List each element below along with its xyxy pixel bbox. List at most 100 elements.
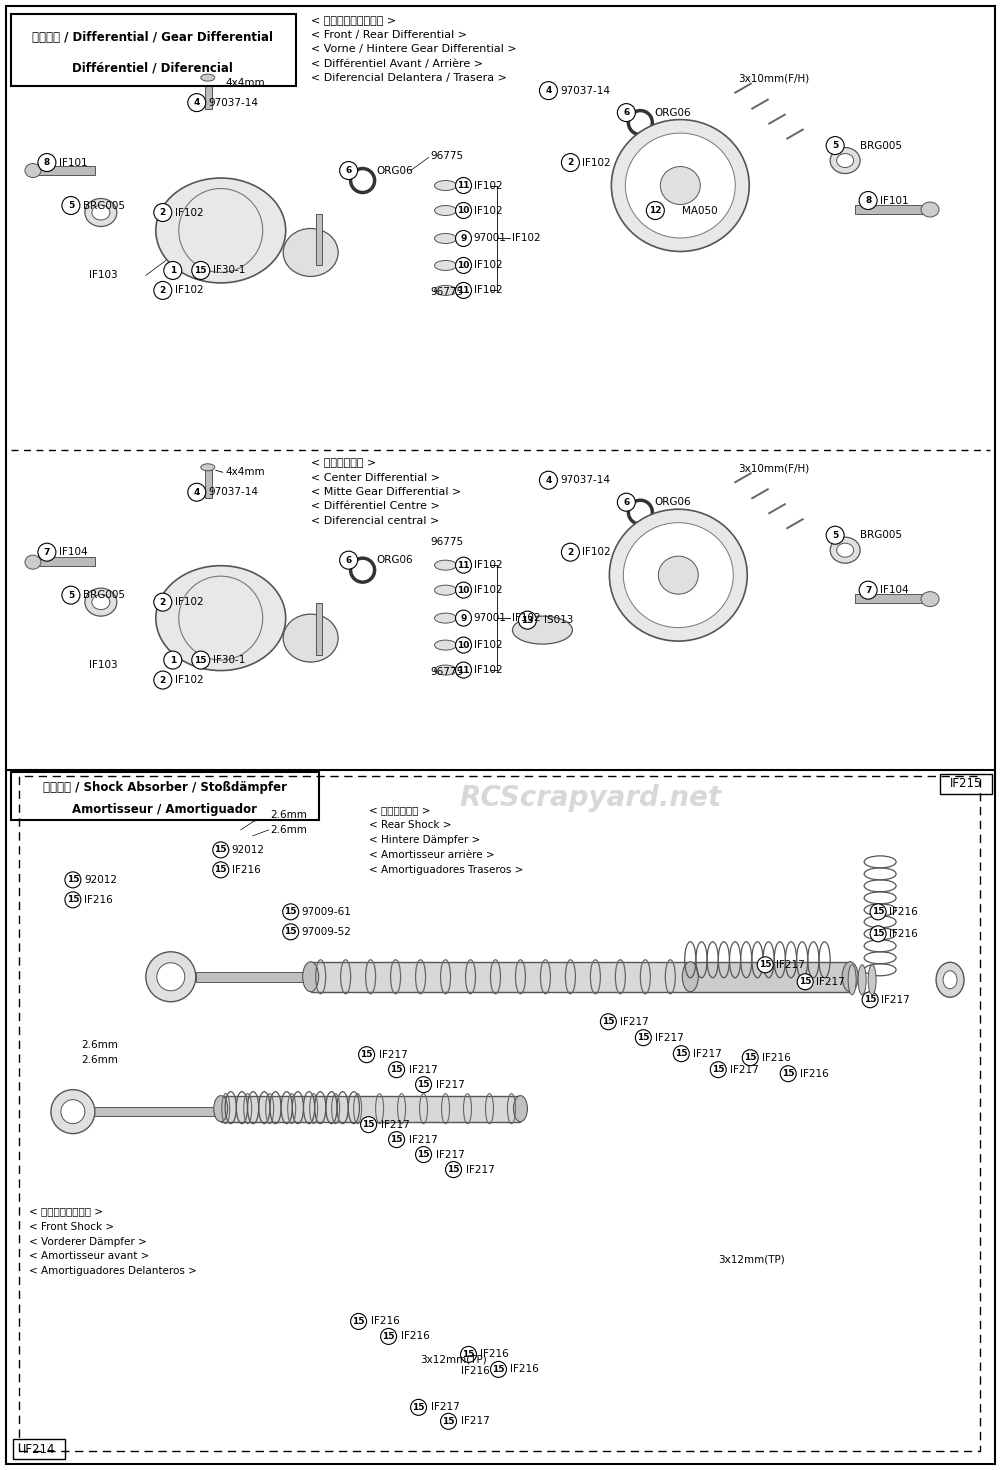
Text: IF217: IF217 bbox=[409, 1135, 437, 1145]
Bar bbox=[205, 470, 212, 498]
Ellipse shape bbox=[435, 181, 457, 191]
Text: 96775: 96775 bbox=[431, 537, 464, 547]
Circle shape bbox=[518, 612, 536, 629]
Ellipse shape bbox=[868, 964, 876, 995]
Text: < リヤダンパー >: < リヤダンパー > bbox=[369, 806, 430, 814]
Ellipse shape bbox=[837, 544, 854, 557]
Text: 15: 15 bbox=[67, 895, 79, 904]
Ellipse shape bbox=[936, 963, 964, 997]
Circle shape bbox=[870, 904, 886, 920]
Text: 96775: 96775 bbox=[431, 667, 464, 678]
Text: 15: 15 bbox=[799, 978, 811, 986]
Text: IF217: IF217 bbox=[466, 1164, 494, 1175]
Text: IF102: IF102 bbox=[474, 585, 502, 595]
Circle shape bbox=[446, 1161, 462, 1177]
Text: 6: 6 bbox=[623, 109, 629, 118]
Circle shape bbox=[561, 544, 579, 562]
Circle shape bbox=[65, 872, 81, 888]
Text: IF104: IF104 bbox=[59, 547, 88, 557]
Ellipse shape bbox=[830, 147, 860, 173]
Text: 15: 15 bbox=[872, 929, 884, 938]
Circle shape bbox=[65, 892, 81, 908]
Ellipse shape bbox=[283, 614, 338, 662]
Text: 15: 15 bbox=[637, 1033, 650, 1042]
Text: IF217: IF217 bbox=[816, 976, 845, 986]
Circle shape bbox=[826, 526, 844, 544]
Text: 11: 11 bbox=[457, 287, 470, 295]
Bar bbox=[221, 1095, 520, 1122]
Text: 9: 9 bbox=[460, 613, 467, 623]
Text: 15: 15 bbox=[442, 1417, 455, 1426]
Text: 2: 2 bbox=[567, 159, 574, 168]
Ellipse shape bbox=[609, 509, 747, 641]
Text: IF216: IF216 bbox=[401, 1332, 429, 1342]
Text: IF101: IF101 bbox=[59, 157, 88, 168]
Circle shape bbox=[742, 1050, 758, 1066]
Ellipse shape bbox=[214, 1095, 228, 1122]
Ellipse shape bbox=[435, 260, 457, 270]
Text: 4x4mm: 4x4mm bbox=[226, 78, 265, 88]
Circle shape bbox=[213, 861, 229, 878]
Text: IF102: IF102 bbox=[175, 285, 203, 295]
Text: Différentiel / Diferencial: Différentiel / Diferencial bbox=[72, 62, 233, 74]
Text: 11: 11 bbox=[457, 666, 470, 675]
Text: デフギヤ / Differential / Gear Differential: デフギヤ / Differential / Gear Differential bbox=[32, 31, 273, 44]
Text: 4: 4 bbox=[545, 476, 552, 485]
Text: IF102: IF102 bbox=[582, 547, 611, 557]
Text: IF216: IF216 bbox=[800, 1069, 829, 1079]
Bar bbox=[316, 603, 322, 656]
Text: IF217: IF217 bbox=[461, 1416, 489, 1426]
Circle shape bbox=[456, 178, 472, 194]
Text: IF216: IF216 bbox=[232, 864, 260, 875]
Text: IF217: IF217 bbox=[381, 1120, 409, 1129]
Text: < Front Shock >: < Front Shock > bbox=[29, 1222, 114, 1232]
Text: IF217: IF217 bbox=[379, 1050, 407, 1060]
Text: IF30-1: IF30-1 bbox=[213, 266, 245, 275]
Text: 7: 7 bbox=[44, 548, 50, 557]
Ellipse shape bbox=[156, 566, 286, 670]
Text: IF216: IF216 bbox=[889, 929, 918, 939]
Text: IF216: IF216 bbox=[889, 907, 918, 917]
Circle shape bbox=[456, 231, 472, 247]
Circle shape bbox=[780, 1066, 796, 1082]
Ellipse shape bbox=[156, 178, 286, 282]
Text: IF217: IF217 bbox=[693, 1048, 722, 1058]
Text: 10: 10 bbox=[457, 206, 470, 215]
Ellipse shape bbox=[837, 153, 854, 168]
Text: 3x10mm(F/H): 3x10mm(F/H) bbox=[738, 74, 810, 84]
Bar bbox=[855, 204, 923, 213]
Circle shape bbox=[146, 951, 196, 1001]
Text: 6: 6 bbox=[623, 498, 629, 507]
Text: 2.6mm: 2.6mm bbox=[271, 810, 308, 820]
Text: IF102: IF102 bbox=[582, 157, 611, 168]
Circle shape bbox=[340, 551, 358, 569]
Text: 15: 15 bbox=[675, 1050, 688, 1058]
Text: 15: 15 bbox=[195, 656, 207, 664]
Text: 1: 1 bbox=[170, 266, 176, 275]
Ellipse shape bbox=[283, 228, 338, 276]
Text: IF102: IF102 bbox=[474, 206, 502, 216]
Text: 15: 15 bbox=[492, 1364, 505, 1374]
Text: < センターデフ >
< Center Differential >
< Mitte Gear Differential >
< Différentiel Ce: < センターデフ > < Center Differential > < Mit… bbox=[311, 459, 461, 526]
Ellipse shape bbox=[513, 1095, 527, 1122]
Text: 15: 15 bbox=[782, 1069, 794, 1078]
Circle shape bbox=[61, 1100, 85, 1123]
Text: ダンパー / Shock Absorber / Stoßdämpfer: ダンパー / Shock Absorber / Stoßdämpfer bbox=[43, 782, 287, 794]
Bar bbox=[316, 213, 322, 266]
Bar bbox=[205, 81, 212, 109]
Text: IF217: IF217 bbox=[431, 1402, 459, 1413]
Text: 6: 6 bbox=[346, 166, 352, 175]
Text: 10: 10 bbox=[457, 641, 470, 650]
Circle shape bbox=[154, 592, 172, 612]
Text: IF102: IF102 bbox=[474, 560, 502, 570]
Circle shape bbox=[441, 1413, 457, 1429]
Text: IF217: IF217 bbox=[620, 1017, 649, 1026]
Text: ORG06: ORG06 bbox=[377, 166, 413, 175]
Text: 15: 15 bbox=[362, 1120, 375, 1129]
Text: IS013: IS013 bbox=[544, 614, 574, 625]
Text: 97009-52: 97009-52 bbox=[302, 926, 352, 936]
Text: ORG06: ORG06 bbox=[654, 107, 691, 118]
Text: ORG06: ORG06 bbox=[654, 497, 691, 507]
Text: IF216: IF216 bbox=[371, 1317, 399, 1326]
Ellipse shape bbox=[842, 961, 858, 992]
